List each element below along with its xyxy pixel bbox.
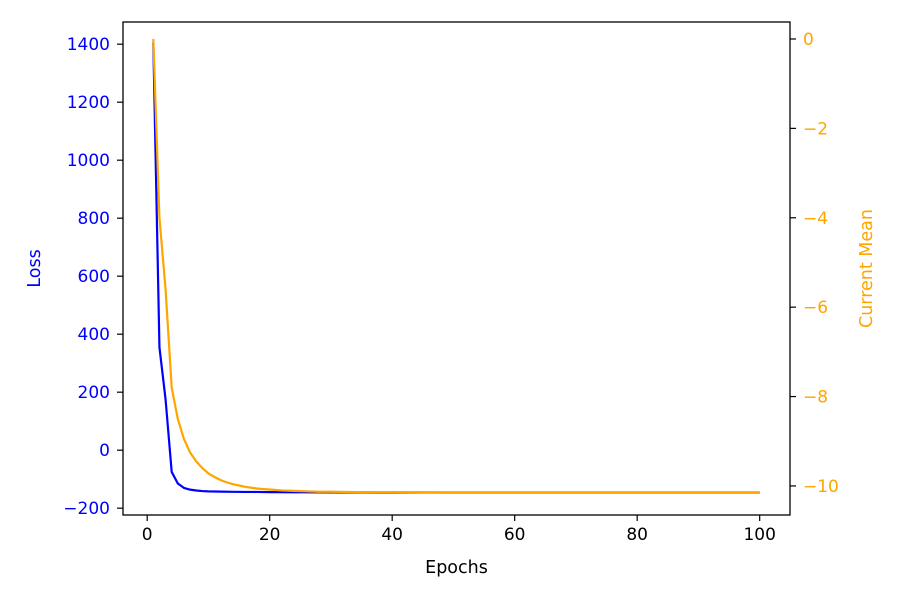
plot-frame xyxy=(122,21,791,516)
plot-area xyxy=(152,38,760,494)
axes xyxy=(122,21,791,516)
x-tick-label: 20 xyxy=(259,525,281,545)
x-tick-label: 80 xyxy=(626,525,648,545)
left-y-tick-label: 400 xyxy=(78,325,110,345)
left-y-tick-label: 0 xyxy=(99,441,110,461)
left-y-tick-label: −200 xyxy=(63,499,110,519)
right-y-tick-label: 0 xyxy=(803,30,814,50)
left-y-tick-label: 200 xyxy=(78,383,110,403)
left-y-tick-label: 1000 xyxy=(67,151,110,171)
right-y-axis-title: Current Mean xyxy=(857,209,877,328)
x-tick-label: 40 xyxy=(381,525,403,545)
right-y-tick-label: −6 xyxy=(803,298,828,318)
x-axis-title: Epochs xyxy=(425,558,488,578)
right-y-tick-label: −4 xyxy=(803,209,828,229)
left-y-tick-label: 1400 xyxy=(67,35,110,55)
x-tick-label: 0 xyxy=(142,525,153,545)
right-y-tick-label: −8 xyxy=(803,388,828,408)
right-y-tick-label: −2 xyxy=(803,119,828,139)
left-y-tick-label: 600 xyxy=(78,267,110,287)
x-tick-label: 60 xyxy=(504,525,526,545)
left-y-tick-label: 800 xyxy=(78,209,110,229)
ticks: 0 20 40 60 80 100 −200 0 200 400 600 800 1000 1200 140… xyxy=(63,30,839,545)
right-y-tick-label: −10 xyxy=(803,477,839,497)
left-y-tick-label: 1200 xyxy=(67,93,110,113)
x-tick-label: 100 xyxy=(743,525,775,545)
left-y-axis-title: Loss xyxy=(25,249,45,287)
current-mean-series-line xyxy=(152,38,760,494)
